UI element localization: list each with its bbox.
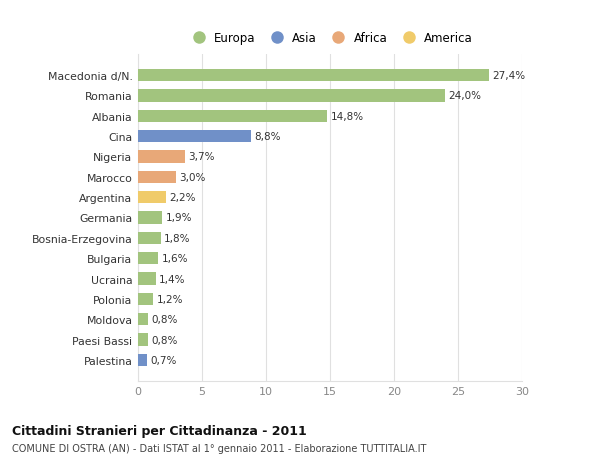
Text: 27,4%: 27,4%	[492, 71, 525, 81]
Bar	[138, 334, 148, 346]
Bar	[138, 273, 156, 285]
Bar	[138, 232, 161, 244]
Text: 24,0%: 24,0%	[448, 91, 481, 101]
Text: 1,8%: 1,8%	[164, 233, 191, 243]
Bar	[138, 90, 445, 102]
Text: 1,9%: 1,9%	[166, 213, 192, 223]
Text: 1,2%: 1,2%	[157, 294, 183, 304]
Legend: Europa, Asia, Africa, America: Europa, Asia, Africa, America	[184, 28, 476, 48]
Bar	[138, 70, 489, 82]
Text: 3,0%: 3,0%	[179, 173, 206, 182]
Bar	[138, 354, 147, 366]
Bar	[138, 252, 158, 265]
Text: Cittadini Stranieri per Cittadinanza - 2011: Cittadini Stranieri per Cittadinanza - 2…	[12, 425, 307, 437]
Text: 1,6%: 1,6%	[161, 254, 188, 263]
Text: 0,7%: 0,7%	[150, 355, 176, 365]
Bar	[138, 131, 251, 143]
Text: 8,8%: 8,8%	[254, 132, 280, 142]
Text: 0,8%: 0,8%	[151, 335, 178, 345]
Bar	[138, 212, 163, 224]
Bar	[138, 313, 148, 325]
Bar	[138, 192, 166, 204]
Text: 2,2%: 2,2%	[169, 193, 196, 203]
Text: COMUNE DI OSTRA (AN) - Dati ISTAT al 1° gennaio 2011 - Elaborazione TUTTITALIA.I: COMUNE DI OSTRA (AN) - Dati ISTAT al 1° …	[12, 443, 427, 453]
Bar	[138, 171, 176, 184]
Bar	[138, 111, 328, 123]
Text: 14,8%: 14,8%	[331, 112, 364, 122]
Bar	[138, 151, 185, 163]
Bar	[138, 293, 154, 305]
Text: 0,8%: 0,8%	[151, 314, 178, 325]
Text: 3,7%: 3,7%	[188, 152, 215, 162]
Text: 1,4%: 1,4%	[159, 274, 185, 284]
